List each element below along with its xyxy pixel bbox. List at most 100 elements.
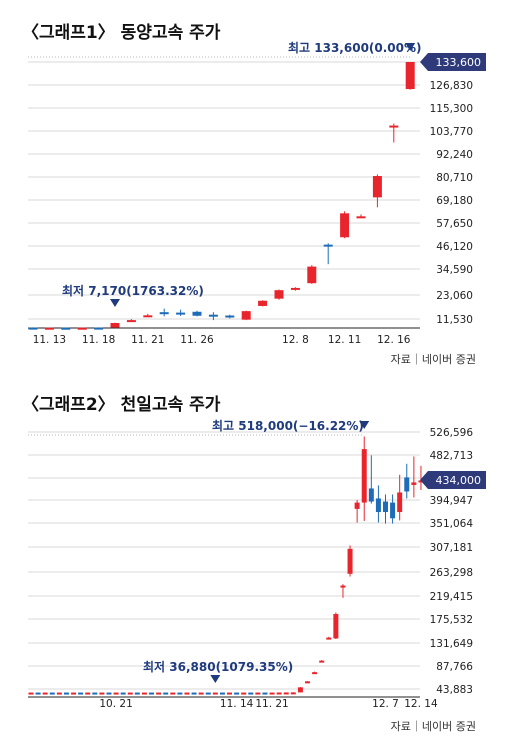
chart1-y-tick-label: 80,710 [436,172,473,184]
chart1-source: 자료｜네이버 증권 [390,353,476,366]
chart2-candle-body [227,692,233,695]
chart2-y-tick-label: 263,298 [430,567,473,579]
chart1-current-price-label: 133,600 [436,56,482,69]
chart1-candle-body [241,311,251,320]
chart2-candle-body [368,488,374,502]
chart2-candle-body [92,692,98,695]
chart2-candle-body [305,681,311,684]
chart2-candle-body [163,692,169,695]
chart1-high-annotation: 최고 133,600(0.00%) [288,40,422,55]
chart2-candle-body [156,692,162,695]
chart1-y-tick-label: 92,240 [436,149,473,161]
chart2-candle-body [375,498,381,513]
chart2-candle-body [333,614,339,639]
chart2-candle-body [418,480,424,483]
chart2-candle-body [354,502,360,509]
chart2-candle-body [340,585,346,588]
chart2-candle-body [205,692,211,695]
chart1-candle-body [258,300,268,306]
chart1-x-tick-label: 12. 8 [282,334,309,346]
chart2-x-tick-label: 11. 21 [255,698,288,710]
chart2-candle-body [35,692,41,695]
chart2-y-tick-label: 131,649 [430,638,473,650]
chart1-y-tick-label: 11,530 [436,314,473,326]
chart1-candle-body [61,327,71,330]
chart2-y-tick-label: 526,596 [430,427,474,439]
chart2-candle-body [177,692,183,695]
chart2-candle-body [106,692,112,695]
chart2-candle-body [42,692,48,695]
chart1-candle-body [340,213,350,238]
chart2-candle-body [78,692,84,695]
chart2-candle-body [361,449,367,503]
chart2-candle-body [262,692,268,695]
chart2-candle-body [63,692,69,695]
chart1-high-marker [405,43,416,51]
chart2-candle-body [290,692,296,695]
chart2-candle-body [49,692,55,695]
chart2-low-marker [210,675,221,683]
chart2-candle-body [198,692,204,695]
chart2-y-tick-label: 219,415 [430,591,473,603]
chart1-title: 〈그래프1〉 동양고속 주가 [22,23,221,43]
chart1-x-tick-label: 12. 16 [377,334,411,346]
chart2-candle-body [390,502,396,519]
chart2-y-tick-label: 394,947 [430,495,473,507]
chart1-y-tick-label: 69,180 [436,195,473,207]
chart1-candle-body [323,244,333,247]
chart1-candle-body [44,327,54,330]
chart2-x-tick-label: 12. 7 [372,698,399,710]
chart1-y-tick-label: 46,120 [436,241,473,253]
chart1-current-price-badge [420,53,486,71]
chart2-candle-body [404,477,410,492]
chart1-y-tick-label: 103,770 [430,126,473,138]
chart2-candle-body [283,692,289,695]
chart2-candle-body [347,548,353,574]
chart2-y-tick-label: 87,766 [436,661,473,673]
chart2-candle-body [269,692,275,695]
chart2-candle-body [134,692,140,695]
chart2-candle-body [212,692,218,695]
chart2-candle-body [241,692,247,695]
chart1-candle-body [77,327,87,330]
chart2-candle-body [234,692,240,695]
chart2-candle-body [99,692,105,695]
chart2-candle-body [71,692,77,695]
chart1-candle-body [159,312,169,315]
chart1-candle-body [372,176,382,198]
chart2-candle-body [276,692,282,695]
chart2-candle-body [120,692,126,695]
chart2-high-annotation: 최고 518,000(−16.22%) [212,418,364,433]
chart1-x-tick-label: 11. 13 [33,334,66,346]
chart1-candle-body [225,315,235,318]
chart2-candle-body [319,660,325,663]
chart1-candle-body [143,315,153,318]
chart2-candle-body [397,492,403,513]
chart1-y-tick-label: 115,300 [430,103,473,115]
chart1-candle-body [405,62,415,90]
chart1-x-tick-label: 11. 26 [180,334,214,346]
chart1-candle-body [274,290,284,299]
chart2-candle-body [383,501,388,513]
chart1-candle-body [389,125,399,128]
chart2-candle-body [56,692,62,695]
chart2-candle-body [312,672,318,675]
chart1-low-marker [110,299,120,307]
chart2-x-tick-label: 12. 14 [404,698,438,710]
chart2-source: 자료｜네이버 증권 [390,720,476,733]
chart2-x-tick-label: 10. 21 [99,698,132,710]
chart2-y-tick-label: 482,713 [430,450,473,462]
chart2-candle-body [149,692,155,695]
chart2-candle-body [127,692,133,695]
chart2-candle-body [219,692,225,695]
chart1-candle-body [110,323,120,328]
chart2-y-tick-label: 307,181 [430,542,473,554]
chart2-candle-body [170,692,176,695]
chart1-x-tick-label: 11. 18 [82,334,115,346]
chart2-title: 〈그래프2〉 천일고속 주가 [22,395,221,415]
chart1-y-tick-label: 57,650 [436,218,473,230]
chart2-y-tick-label: 43,883 [436,684,473,696]
chart1-y-tick-label: 23,060 [436,290,473,302]
chart1-candle-body [176,312,186,315]
